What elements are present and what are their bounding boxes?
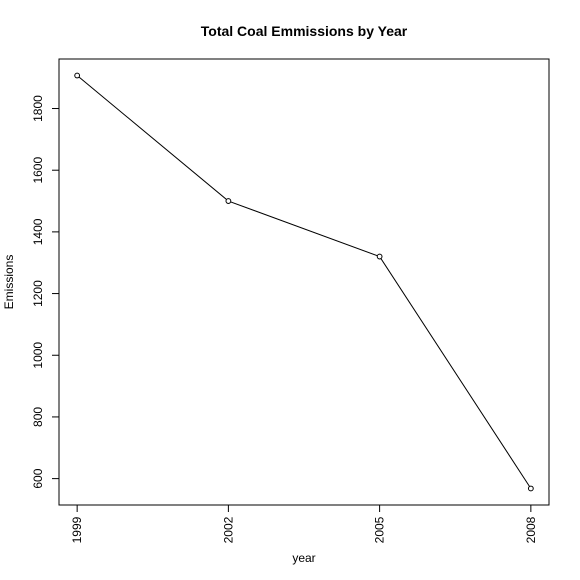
data-point-2002 <box>225 198 232 204</box>
data-point-1999 <box>74 72 81 79</box>
chart-title: Total Coal Emmissions by Year <box>201 23 408 39</box>
y-axis-label: Emissions <box>2 255 16 310</box>
y-tick-label: 1000 <box>31 342 45 369</box>
series-line <box>76 75 532 489</box>
plot-frame <box>58 58 550 506</box>
x-tick-label: 2008 <box>524 516 538 543</box>
data-point-2008 <box>527 485 534 492</box>
x-axis: 1999 2002 2005 2008 <box>70 505 538 543</box>
y-axis: 600 800 1000 1200 1400 1600 1800 <box>31 95 59 489</box>
series-layer <box>74 72 534 492</box>
x-axis-label: year <box>292 551 315 565</box>
x-tick-label: 2002 <box>221 516 235 543</box>
y-tick-label: 1400 <box>31 218 45 245</box>
y-tick-label: 1600 <box>31 157 45 184</box>
y-tick-label: 1800 <box>31 95 45 122</box>
data-point-2005 <box>376 253 383 260</box>
y-tick-label: 800 <box>31 407 45 427</box>
y-tick-label: 1200 <box>31 280 45 307</box>
x-tick-label: 2005 <box>373 516 387 543</box>
y-tick-label: 600 <box>31 468 45 488</box>
x-tick-label: 1999 <box>70 516 84 543</box>
